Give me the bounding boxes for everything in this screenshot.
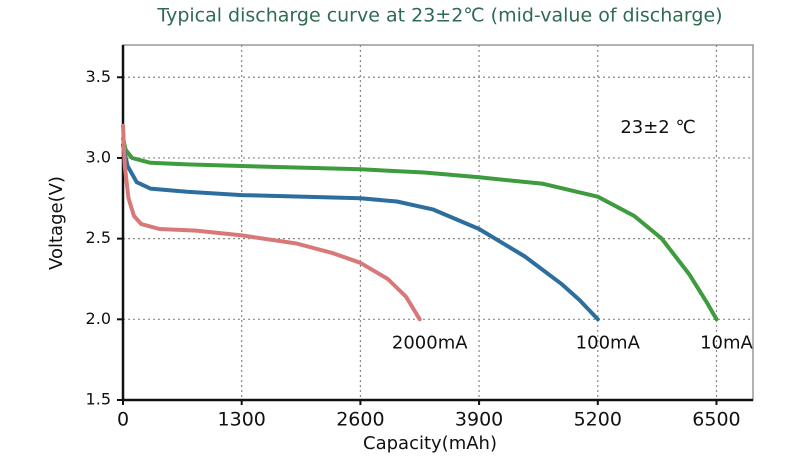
x-axis-label: Capacity(mAh) [363,433,497,454]
y-axis-label: Voltage(V) [46,176,67,270]
chart-title: Typical discharge curve at 23±2℃ (mid-va… [156,5,722,27]
y-tick-label: 1.5 [86,390,111,409]
annotation: 23±2 ℃ [620,117,695,138]
series-label: 100mA [576,332,641,353]
y-tick-label: 3.0 [86,147,111,166]
x-tick-label: 3900 [455,409,503,431]
y-tick-label: 2.5 [86,228,111,247]
line [121,143,600,322]
x-tick-label: 6500 [692,409,740,431]
series-label: 2000mA [392,332,468,353]
series-label: 10mA [700,332,753,353]
line [121,136,719,322]
x-tick-label: 5200 [574,409,622,431]
y-tick-label: 2.0 [86,309,111,328]
x-tick-label: 2600 [336,409,384,431]
x-tick-label: 1300 [218,409,266,431]
y-tick-label: 3.5 [86,67,111,86]
x-tick-label: 0 [117,409,129,431]
line [121,123,422,322]
